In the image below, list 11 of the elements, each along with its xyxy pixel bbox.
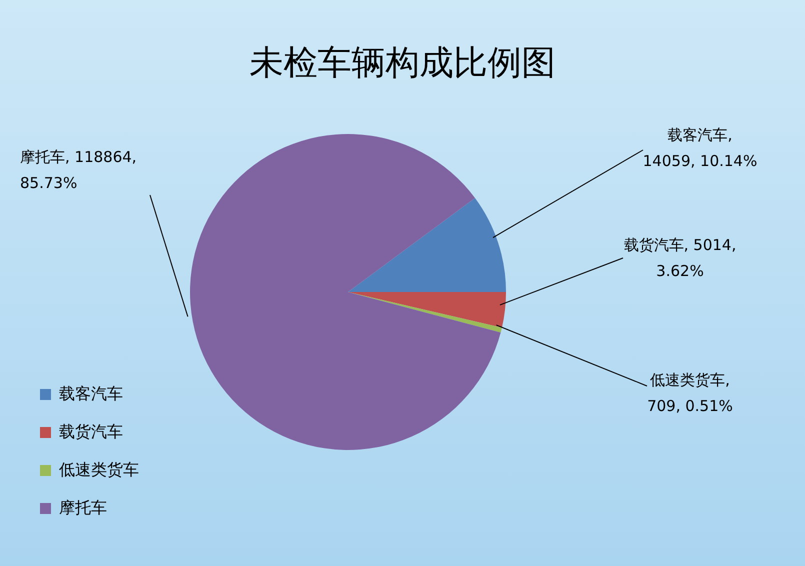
pie-slice	[190, 134, 501, 450]
data-label: 载货汽车, 5014, 3.62%	[624, 236, 736, 280]
legend-label: 载货汽车	[59, 422, 123, 442]
data-label: 低速类货车, 709, 0.51%	[647, 371, 733, 415]
data-label: 载客汽车, 14059, 10.14%	[642, 126, 758, 170]
legend-label: 载客汽车	[59, 384, 123, 404]
chart-title: 未检车辆构成比例图	[248, 42, 556, 85]
data-label: 摩托车, 118864, 85.73%	[20, 148, 137, 192]
legend-label: 摩托车	[59, 498, 107, 518]
legend-label: 低速类货车	[59, 460, 139, 480]
pie-slice	[348, 198, 506, 292]
